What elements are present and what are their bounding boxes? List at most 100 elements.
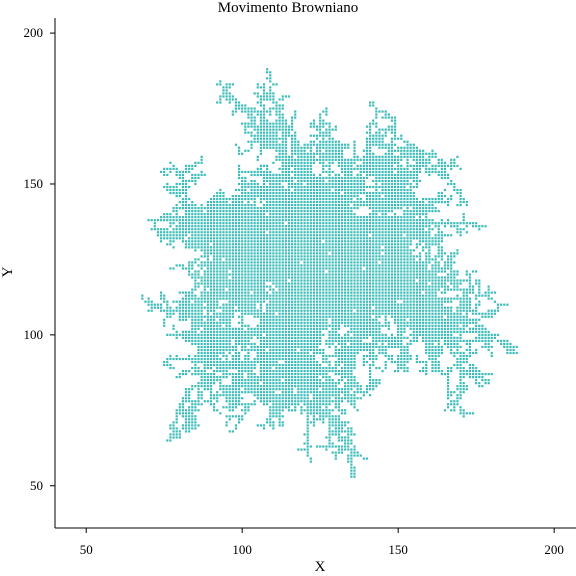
data-point [378,128,381,131]
data-point [506,351,509,355]
data-point [340,249,344,252]
data-point [425,363,428,367]
data-point [309,210,312,213]
data-point [400,234,403,237]
data-point [437,360,440,364]
data-point [315,197,319,201]
data-point [315,261,319,264]
data-point [219,200,222,204]
data-point [334,303,337,306]
data-point [362,246,365,249]
data-point [381,210,384,213]
data-point [297,179,300,183]
data-point [415,155,418,158]
data-point [372,137,375,140]
data-point [322,164,325,167]
data-point [328,158,331,161]
data-point [281,207,284,210]
data-point [415,300,418,303]
data-point [194,360,197,364]
data-point [397,146,400,149]
data-point [387,282,390,285]
data-point [297,333,300,336]
data-point [337,315,340,318]
data-point [512,345,515,349]
data-point [415,321,418,324]
data-point [359,336,362,339]
data-point [403,300,406,303]
data-point [231,333,234,336]
data-point [397,303,400,306]
data-point [309,234,312,237]
data-point [291,345,294,349]
data-point [300,252,303,255]
data-point [334,149,337,152]
data-point [422,360,425,364]
data-point [300,351,303,355]
data-point [297,191,300,195]
data-point [309,324,312,327]
data-point [337,261,340,264]
data-point [303,288,306,291]
data-point [509,345,512,349]
data-point [272,240,275,243]
data-point [275,376,278,379]
data-point [219,333,222,336]
data-point [312,173,316,177]
data-point [378,273,381,276]
data-point [434,155,437,158]
data-point [440,240,443,243]
data-point [415,324,418,327]
data-point [309,336,312,339]
data-point [315,279,319,282]
data-point [241,240,244,243]
data-point [328,149,331,152]
data-point [384,354,387,358]
data-point [287,376,291,379]
data-point [365,146,369,149]
data-point [325,158,328,161]
data-point [306,182,309,186]
data-point [297,342,300,346]
data-point [306,179,309,183]
data-point [294,360,297,364]
data-point [266,194,269,198]
data-point [372,194,375,198]
data-point [340,270,344,273]
data-point [297,219,300,222]
data-point [247,240,250,243]
data-point [384,194,387,198]
data-point [372,216,375,219]
data-point [191,339,194,342]
data-point [340,357,344,361]
data-point [468,222,472,225]
data-point [256,155,259,158]
data-point [309,222,312,225]
data-point [390,222,394,225]
data-point [403,228,406,231]
data-point [384,200,387,204]
data-point [415,261,418,264]
data-point [450,164,453,167]
data-point [434,363,437,367]
data-point [294,228,297,231]
data-point [319,125,322,128]
data-point [400,146,403,149]
data-point [312,200,316,204]
data-point [241,391,244,394]
data-point [353,228,356,231]
data-point [468,327,472,330]
data-point [450,194,453,198]
data-point [328,267,331,270]
data-point [347,297,350,300]
data-point [406,210,409,213]
data-point [450,300,453,303]
data-point [378,246,381,249]
data-point [284,303,287,306]
data-point [397,194,400,198]
data-point [241,330,244,333]
data-point [356,300,359,303]
data-point [250,122,253,125]
data-point [406,170,409,174]
data-point [262,128,266,131]
